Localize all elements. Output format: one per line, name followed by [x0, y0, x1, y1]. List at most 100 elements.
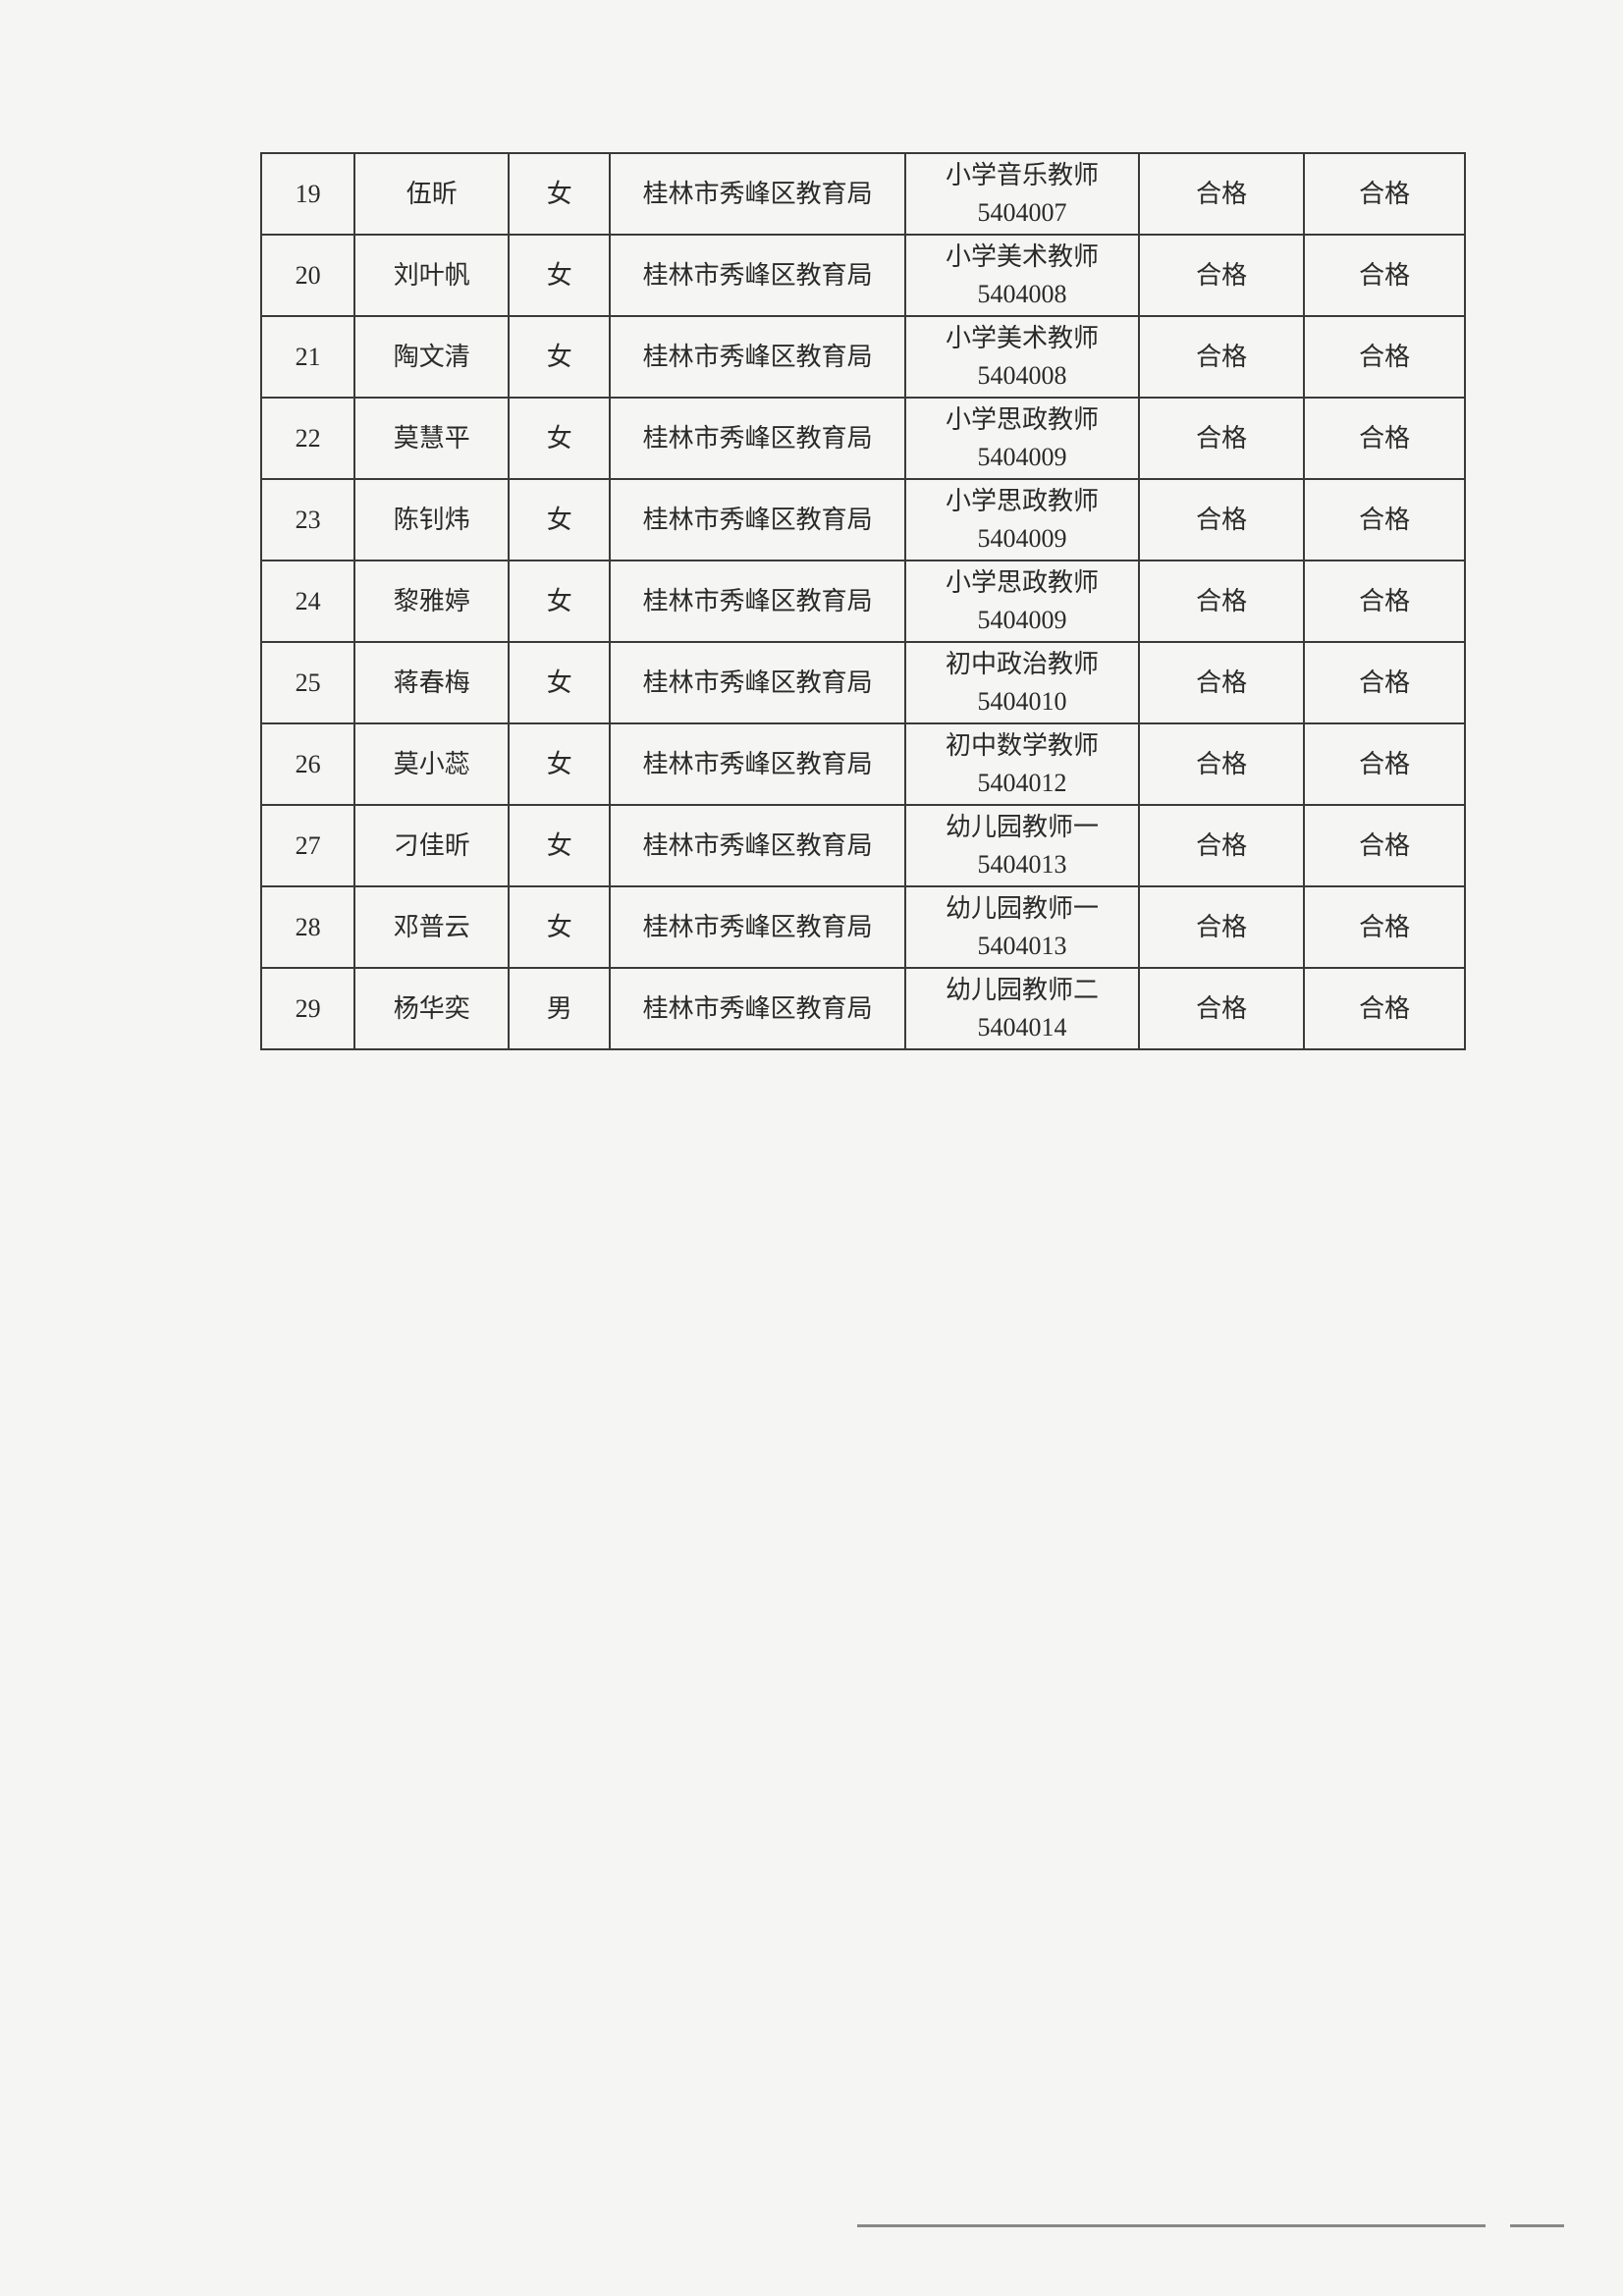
- table-row: 22莫慧平女桂林市秀峰区教育局小学思政教师5404009合格合格: [261, 398, 1465, 479]
- table-row: 29杨华奕男桂林市秀峰区教育局幼儿园教师二5404014合格合格: [261, 968, 1465, 1049]
- cell-name: 蒋春梅: [354, 642, 509, 723]
- cell-name: 刘叶帆: [354, 235, 509, 316]
- cell-index: 29: [261, 968, 354, 1049]
- cell-position: 初中政治教师5404010: [905, 642, 1139, 723]
- cell-name: 莫小蕊: [354, 723, 509, 805]
- cell-name: 陈钊炜: [354, 479, 509, 561]
- cell-position: 小学音乐教师5404007: [905, 153, 1139, 235]
- cell-name: 邓普云: [354, 886, 509, 968]
- cell-position: 初中数学教师5404012: [905, 723, 1139, 805]
- position-title: 小学思政教师: [906, 564, 1138, 602]
- cell-gender: 女: [509, 805, 610, 886]
- cell-result1: 合格: [1139, 316, 1304, 398]
- cell-index: 20: [261, 235, 354, 316]
- cell-position: 幼儿园教师一5404013: [905, 805, 1139, 886]
- position-title: 小学美术教师: [906, 320, 1138, 357]
- cell-index: 22: [261, 398, 354, 479]
- position-code: 5404013: [906, 846, 1138, 883]
- cell-index: 28: [261, 886, 354, 968]
- cell-index: 27: [261, 805, 354, 886]
- position-code: 5404012: [906, 765, 1138, 802]
- cell-org: 桂林市秀峰区教育局: [610, 153, 905, 235]
- cell-result1: 合格: [1139, 561, 1304, 642]
- table-row: 21陶文清女桂林市秀峰区教育局小学美术教师5404008合格合格: [261, 316, 1465, 398]
- position-title: 幼儿园教师二: [906, 972, 1138, 1009]
- table-row: 27刁佳昕女桂林市秀峰区教育局幼儿园教师一5404013合格合格: [261, 805, 1465, 886]
- cell-index: 23: [261, 479, 354, 561]
- cell-position: 小学美术教师5404008: [905, 316, 1139, 398]
- table-body: 19伍昕女桂林市秀峰区教育局小学音乐教师5404007合格合格20刘叶帆女桂林市…: [261, 153, 1465, 1049]
- footer-line-short: [1510, 2224, 1564, 2227]
- position-code: 5404009: [906, 439, 1138, 476]
- cell-result1: 合格: [1139, 642, 1304, 723]
- cell-result2: 合格: [1304, 398, 1465, 479]
- position-title: 幼儿园教师一: [906, 890, 1138, 928]
- position-code: 5404014: [906, 1009, 1138, 1046]
- position-title: 小学音乐教师: [906, 157, 1138, 194]
- cell-gender: 女: [509, 723, 610, 805]
- position-code: 5404008: [906, 357, 1138, 395]
- cell-result1: 合格: [1139, 723, 1304, 805]
- cell-result2: 合格: [1304, 642, 1465, 723]
- cell-result2: 合格: [1304, 235, 1465, 316]
- cell-org: 桂林市秀峰区教育局: [610, 886, 905, 968]
- cell-name: 莫慧平: [354, 398, 509, 479]
- cell-name: 刁佳昕: [354, 805, 509, 886]
- position-code: 5404013: [906, 928, 1138, 965]
- cell-result2: 合格: [1304, 316, 1465, 398]
- cell-index: 24: [261, 561, 354, 642]
- position-title: 初中政治教师: [906, 646, 1138, 683]
- cell-gender: 女: [509, 316, 610, 398]
- position-code: 5404009: [906, 602, 1138, 639]
- table-row: 28邓普云女桂林市秀峰区教育局幼儿园教师一5404013合格合格: [261, 886, 1465, 968]
- document-page: 19伍昕女桂林市秀峰区教育局小学音乐教师5404007合格合格20刘叶帆女桂林市…: [0, 0, 1623, 2296]
- cell-name: 陶文清: [354, 316, 509, 398]
- table-row: 25蒋春梅女桂林市秀峰区教育局初中政治教师5404010合格合格: [261, 642, 1465, 723]
- table-row: 26莫小蕊女桂林市秀峰区教育局初中数学教师5404012合格合格: [261, 723, 1465, 805]
- cell-result1: 合格: [1139, 235, 1304, 316]
- footer-line: [857, 2224, 1486, 2227]
- position-title: 小学思政教师: [906, 401, 1138, 439]
- cell-result2: 合格: [1304, 968, 1465, 1049]
- cell-position: 小学美术教师5404008: [905, 235, 1139, 316]
- cell-position: 小学思政教师5404009: [905, 398, 1139, 479]
- cell-position: 小学思政教师5404009: [905, 479, 1139, 561]
- position-title: 小学美术教师: [906, 239, 1138, 276]
- cell-position: 小学思政教师5404009: [905, 561, 1139, 642]
- cell-index: 21: [261, 316, 354, 398]
- cell-index: 26: [261, 723, 354, 805]
- position-title: 幼儿园教师一: [906, 809, 1138, 846]
- position-title: 初中数学教师: [906, 727, 1138, 765]
- cell-result1: 合格: [1139, 153, 1304, 235]
- table-row: 20刘叶帆女桂林市秀峰区教育局小学美术教师5404008合格合格: [261, 235, 1465, 316]
- cell-result2: 合格: [1304, 479, 1465, 561]
- cell-result1: 合格: [1139, 886, 1304, 968]
- cell-org: 桂林市秀峰区教育局: [610, 316, 905, 398]
- cell-gender: 女: [509, 398, 610, 479]
- cell-name: 黎雅婷: [354, 561, 509, 642]
- cell-result2: 合格: [1304, 723, 1465, 805]
- cell-org: 桂林市秀峰区教育局: [610, 723, 905, 805]
- cell-result2: 合格: [1304, 153, 1465, 235]
- cell-org: 桂林市秀峰区教育局: [610, 479, 905, 561]
- position-title: 小学思政教师: [906, 483, 1138, 520]
- cell-gender: 女: [509, 561, 610, 642]
- cell-org: 桂林市秀峰区教育局: [610, 805, 905, 886]
- cell-result2: 合格: [1304, 886, 1465, 968]
- cell-gender: 女: [509, 153, 610, 235]
- cell-org: 桂林市秀峰区教育局: [610, 642, 905, 723]
- cell-org: 桂林市秀峰区教育局: [610, 235, 905, 316]
- table-row: 23陈钊炜女桂林市秀峰区教育局小学思政教师5404009合格合格: [261, 479, 1465, 561]
- cell-gender: 女: [509, 235, 610, 316]
- cell-index: 25: [261, 642, 354, 723]
- position-code: 5404008: [906, 276, 1138, 313]
- cell-gender: 男: [509, 968, 610, 1049]
- table-row: 19伍昕女桂林市秀峰区教育局小学音乐教师5404007合格合格: [261, 153, 1465, 235]
- cell-org: 桂林市秀峰区教育局: [610, 398, 905, 479]
- cell-result2: 合格: [1304, 561, 1465, 642]
- cell-name: 杨华奕: [354, 968, 509, 1049]
- cell-result1: 合格: [1139, 968, 1304, 1049]
- cell-gender: 女: [509, 886, 610, 968]
- cell-position: 幼儿园教师一5404013: [905, 886, 1139, 968]
- cell-position: 幼儿园教师二5404014: [905, 968, 1139, 1049]
